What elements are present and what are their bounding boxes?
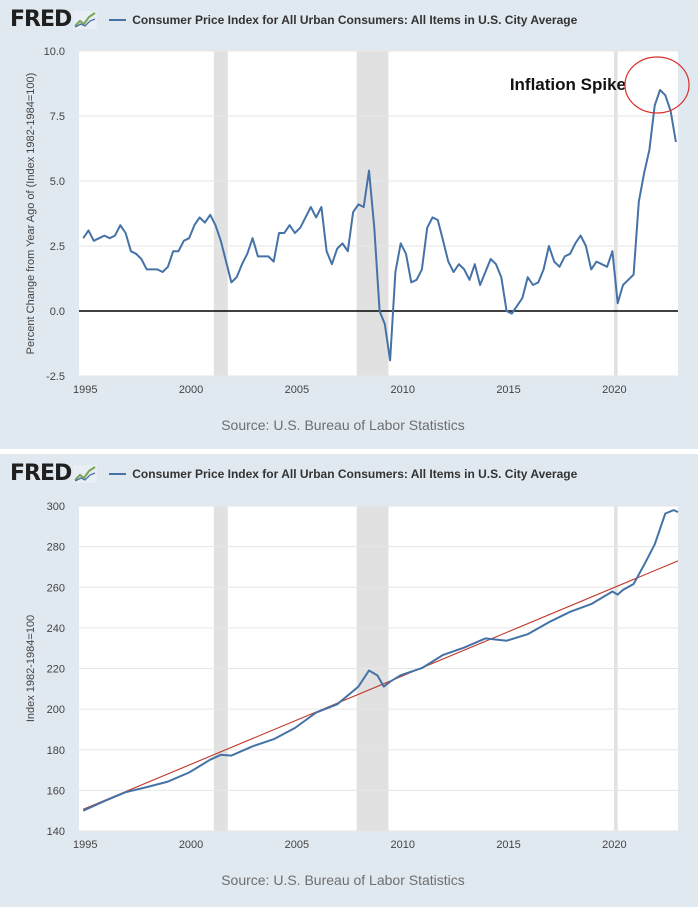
chart-panel-inflation: FRED Consumer Price Index for All Urban … [0, 0, 698, 449]
chart-header: FRED Consumer Price Index for All Urban … [10, 8, 577, 32]
panel-divider [0, 449, 698, 454]
y-tick-label: 140 [47, 826, 65, 838]
y-tick-label: 7.5 [50, 111, 65, 123]
y-tick-label: 160 [47, 785, 65, 797]
fred-logo-text: FRED [10, 7, 72, 32]
x-tick-label: 2000 [179, 384, 203, 396]
y-axis-label: Index 1982-1984=100 [25, 615, 37, 722]
y-axis-label: Percent Change from Year Ago of (Index 1… [25, 73, 37, 355]
annotation-label: Inflation Spike [510, 75, 626, 94]
chart-source: Source: U.S. Bureau of Labor Statistics [221, 872, 465, 888]
recession-shading [213, 51, 228, 376]
y-tick-label: 5.0 [50, 176, 65, 188]
x-tick-label: 2010 [390, 839, 414, 851]
y-tick-label: 240 [47, 623, 65, 635]
x-tick-label: 2015 [496, 384, 520, 396]
chart-panel-index: FRED Consumer Price Index for All Urban … [0, 454, 698, 907]
fred-logo: FRED [10, 461, 98, 486]
x-tick-label: 2000 [179, 839, 203, 851]
x-tick-label: 1995 [73, 839, 97, 851]
series-line [82, 89, 677, 362]
fred-logo-text: FRED [10, 461, 72, 486]
y-tick-label: 10.0 [44, 46, 65, 58]
x-tick-label: 2010 [390, 384, 414, 396]
series-legend-line-icon [109, 19, 127, 21]
x-tick-label: 2020 [602, 384, 626, 396]
chart-header: FRED Consumer Price Index for All Urban … [10, 462, 577, 486]
chart-title: Consumer Price Index for All Urban Consu… [132, 13, 578, 27]
y-tick-label: -2.5 [46, 371, 65, 383]
fred-logo: FRED [10, 7, 98, 32]
trendline [83, 560, 679, 810]
x-tick-label: 2005 [285, 384, 309, 396]
chart-title: Consumer Price Index for All Urban Consu… [132, 467, 578, 481]
recession-shading [614, 51, 618, 376]
y-tick-label: 0.0 [50, 306, 65, 318]
y-tick-label: 280 [47, 542, 65, 554]
annotation-circle [624, 56, 690, 114]
series-legend-line-icon [109, 473, 127, 475]
series-line [82, 509, 679, 812]
plot-area: -2.5 0.0 2.5 5.0 7.5 10.0 1995 2000 2005 2010 2015… [25, 46, 690, 396]
fred-graph-icon [73, 11, 98, 29]
y-tick-label: 260 [47, 582, 65, 594]
fred-graph-icon [73, 465, 98, 483]
x-tick-label: 2020 [602, 839, 626, 851]
x-tick-label: 1995 [73, 384, 97, 396]
y-tick-label: 300 [47, 501, 65, 513]
plot-area: 140 160 180 200 220 240 260 280 300 1995 2000 2005 2… [25, 501, 679, 851]
x-tick-label: 2015 [496, 839, 520, 851]
y-tick-label: 220 [47, 664, 65, 676]
chart-source: Source: U.S. Bureau of Labor Statistics [221, 417, 465, 433]
y-tick-label: 2.5 [50, 241, 65, 253]
y-tick-label: 200 [47, 704, 65, 716]
x-tick-label: 2005 [285, 839, 309, 851]
y-tick-label: 180 [47, 745, 65, 757]
